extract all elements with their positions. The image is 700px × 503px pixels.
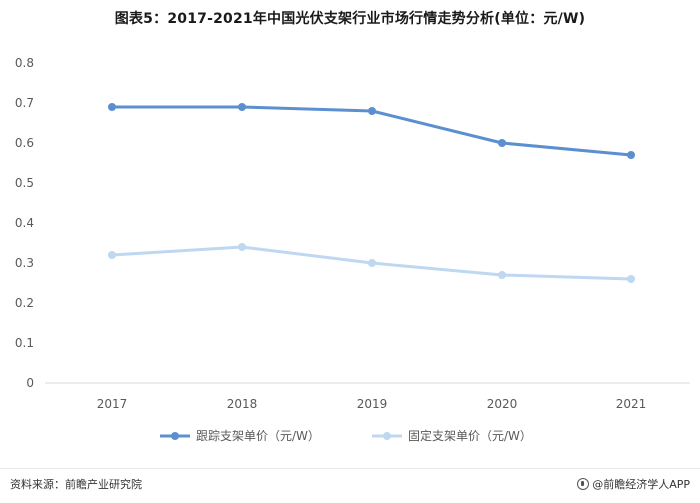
y-tick-label: 0.7 — [15, 96, 34, 110]
data-point — [108, 251, 116, 259]
data-point — [238, 243, 246, 251]
x-tick-label: 2020 — [487, 397, 518, 411]
legend: 跟踪支架单价（元/W） 固定支架单价（元/W） — [160, 428, 532, 443]
data-point — [108, 103, 116, 111]
source-note: 资料来源：前瞻产业研究院 — [10, 478, 142, 491]
data-point — [238, 103, 246, 111]
x-tick-label: 2019 — [357, 397, 388, 411]
y-tick-label: 0.4 — [15, 216, 34, 230]
x-tick-label: 2018 — [227, 397, 258, 411]
data-point — [498, 139, 506, 147]
y-tick-label: 0.5 — [15, 176, 34, 190]
data-point — [627, 151, 635, 159]
legend-label: 固定支架单价（元/W） — [408, 428, 532, 443]
legend-marker — [383, 432, 391, 440]
footer-divider — [0, 468, 700, 469]
y-tick-label: 0.6 — [15, 136, 34, 150]
x-tick-label: 2017 — [97, 397, 128, 411]
legend-marker — [171, 432, 179, 440]
y-axis-ticks: 0 0.1 0.2 0.3 0.4 0.5 0.6 0.7 0.8 — [15, 56, 34, 390]
legend-label: 跟踪支架单价（元/W） — [196, 429, 320, 443]
x-axis-ticks: 2017 2018 2019 2020 2021 — [97, 397, 647, 411]
data-point — [498, 271, 506, 279]
x-tick-label: 2021 — [616, 397, 647, 411]
y-tick-label: 0.3 — [15, 256, 34, 270]
brand-credit: @前瞻经济学人APP — [577, 476, 690, 492]
y-tick-label: 0 — [26, 376, 34, 390]
series-points — [108, 103, 635, 283]
data-point — [368, 259, 376, 267]
data-point — [627, 275, 635, 283]
brand-logo-icon — [577, 478, 590, 490]
y-tick-label: 0.8 — [15, 56, 34, 70]
chart-title: 图表5：2017-2021年中国光伏支架行业市场行情走势分析(单位：元/W) — [114, 11, 586, 27]
data-point — [368, 107, 376, 115]
y-tick-label: 0.1 — [15, 336, 34, 350]
brand-text: @前瞻经济学人APP — [592, 478, 690, 491]
y-tick-label: 0.2 — [15, 296, 34, 310]
series-lines — [110, 105, 633, 281]
